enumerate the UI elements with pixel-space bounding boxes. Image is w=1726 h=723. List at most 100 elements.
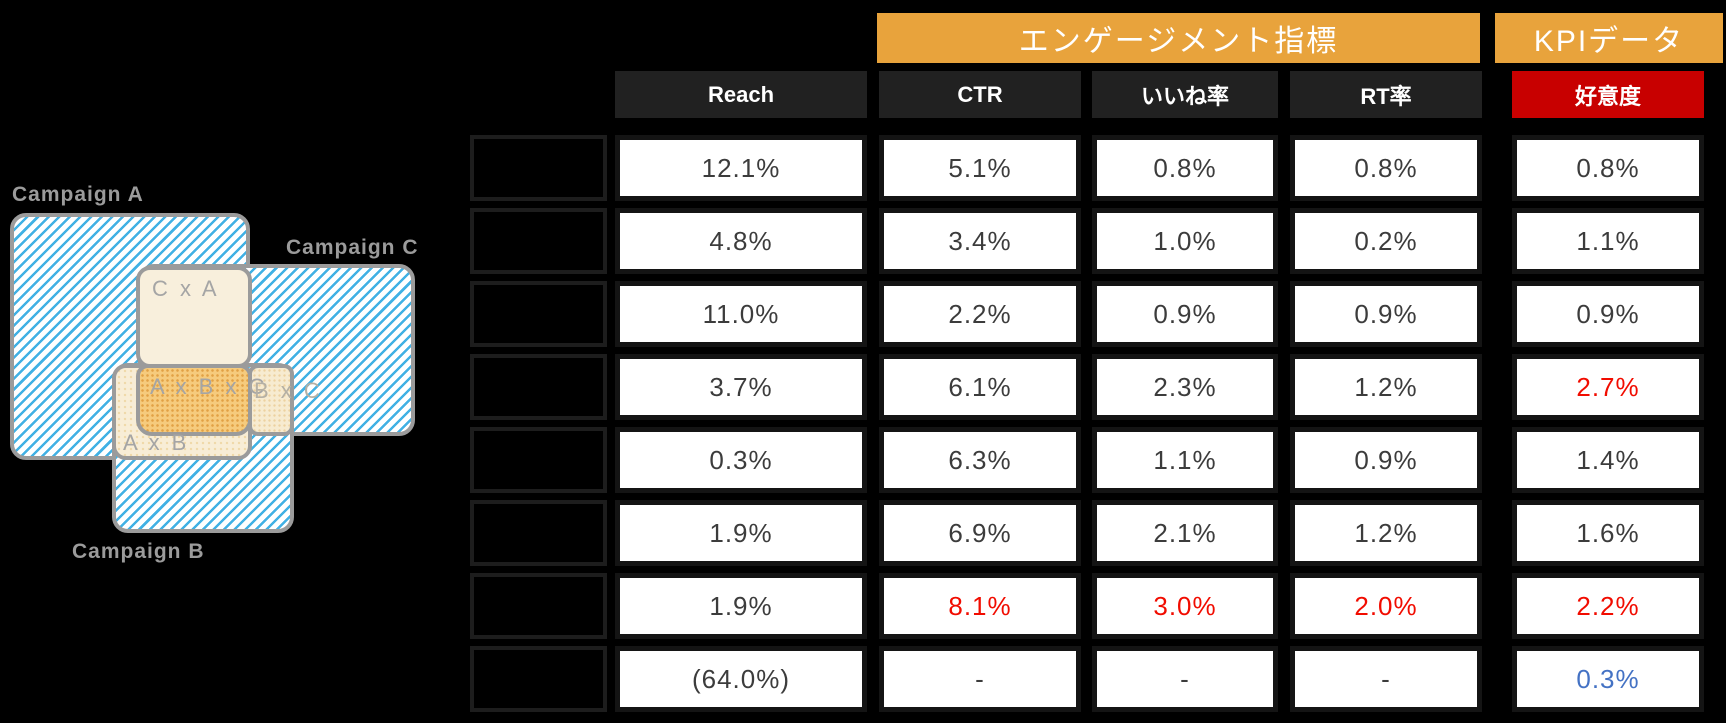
table-cell: 1.6%	[1512, 500, 1704, 566]
column-header-ctr: CTR	[879, 71, 1081, 118]
venn-region-label-bc: B x C	[254, 378, 323, 403]
table-cell: 0.9%	[1092, 281, 1278, 347]
table-cell: 0.3%	[1512, 646, 1704, 712]
table-cell: -	[879, 646, 1081, 712]
kpi-data-banner: KPIデータ	[1495, 13, 1723, 63]
cell-value: 3.4%	[948, 225, 1012, 256]
table-cell: 2.1%	[1092, 500, 1278, 566]
table-cell: 2.2%	[1512, 573, 1704, 639]
table-cell: 6.9%	[879, 500, 1081, 566]
cell-value: 2.2%	[1576, 590, 1640, 621]
cell-value: 0.3%	[1576, 663, 1640, 694]
cell-value: 1.0%	[1153, 225, 1217, 256]
cell-value: 12.1%	[701, 152, 781, 183]
row-label-box	[470, 354, 607, 420]
cell-value: 2.3%	[1153, 371, 1217, 402]
row-label-box	[470, 500, 607, 566]
venn-label-campaign-b: Campaign B	[72, 540, 205, 563]
table-cell: 1.2%	[1290, 500, 1482, 566]
cell-value: 1.4%	[1576, 444, 1640, 475]
cell-value: 2.2%	[948, 298, 1012, 329]
venn-label-campaign-c: Campaign C	[286, 236, 419, 259]
table-cell: 4.8%	[615, 208, 867, 274]
cell-value: (64.0%)	[691, 663, 791, 694]
column-header-rt-rate: RT率	[1290, 71, 1482, 118]
table-cell: 3.4%	[879, 208, 1081, 274]
cell-value: 0.8%	[1354, 152, 1418, 183]
cell-value: 1.6%	[1576, 517, 1640, 548]
venn-overlap-a-b-c	[136, 364, 252, 436]
table-cell: 1.4%	[1512, 427, 1704, 493]
cell-value: 11.0%	[702, 298, 780, 329]
row-label-box	[470, 427, 607, 493]
table-cell: 2.3%	[1092, 354, 1278, 420]
row-label-box	[470, 135, 607, 201]
cell-value: 2.7%	[1576, 371, 1640, 402]
column-header-reach: Reach	[615, 71, 867, 118]
cell-value: 1.1%	[1576, 225, 1640, 256]
table-cell: 6.1%	[879, 354, 1081, 420]
table-cell: 3.7%	[615, 354, 867, 420]
venn-region-label-ab: A x B	[123, 430, 190, 455]
cell-value: 6.9%	[948, 517, 1012, 548]
table-cell: 2.2%	[879, 281, 1081, 347]
table-cell: 0.9%	[1290, 427, 1482, 493]
table-cell: 6.3%	[879, 427, 1081, 493]
row-label-box	[470, 646, 607, 712]
table-cell: 1.9%	[615, 500, 867, 566]
venn-overlap-b-c	[248, 364, 294, 436]
table-cell: -	[1290, 646, 1482, 712]
cell-value: 0.2%	[1354, 225, 1418, 256]
cell-value: -	[1180, 663, 1190, 694]
cell-value: 5.1%	[948, 152, 1012, 183]
table-cell: -	[1092, 646, 1278, 712]
cell-value: -	[975, 663, 985, 694]
table-cell: (64.0%)	[615, 646, 867, 712]
table-cell: 0.9%	[1290, 281, 1482, 347]
cell-value: 0.9%	[1576, 298, 1640, 329]
cell-value: 2.1%	[1153, 517, 1217, 548]
cell-value: -	[1381, 663, 1391, 694]
table-cell: 11.0%	[615, 281, 867, 347]
cell-value: 0.8%	[1153, 152, 1217, 183]
table-cell: 2.7%	[1512, 354, 1704, 420]
cell-value: 8.1%	[948, 590, 1012, 621]
cell-value: 1.9%	[709, 517, 773, 548]
table-cell: 1.1%	[1512, 208, 1704, 274]
row-label-box	[470, 281, 607, 347]
table-cell: 1.0%	[1092, 208, 1278, 274]
cell-value: 3.7%	[709, 371, 773, 402]
cell-value: 6.3%	[948, 444, 1012, 475]
table-cell: 0.8%	[1290, 135, 1482, 201]
engagement-metrics-banner: エンゲージメント指標	[877, 13, 1480, 63]
cell-value: 1.9%	[709, 590, 773, 621]
table-cell: 0.8%	[1092, 135, 1278, 201]
venn-region-label-abc: A x B x C	[150, 374, 268, 399]
table-cell: 0.2%	[1290, 208, 1482, 274]
table-cell: 2.0%	[1290, 573, 1482, 639]
cell-value: 0.3%	[709, 444, 773, 475]
cell-value: 0.9%	[1354, 298, 1418, 329]
table-cell: 5.1%	[879, 135, 1081, 201]
cell-value: 1.2%	[1354, 371, 1418, 402]
table-cell: 1.2%	[1290, 354, 1482, 420]
table-cell: 8.1%	[879, 573, 1081, 639]
column-header-like-rate: いいね率	[1092, 71, 1278, 118]
cell-value: 6.1%	[948, 371, 1012, 402]
cell-value: 4.8%	[709, 225, 773, 256]
row-label-box	[470, 208, 607, 274]
cell-value: 0.9%	[1354, 444, 1418, 475]
column-header-favorability: 好意度	[1512, 71, 1704, 118]
cell-value: 1.1%	[1153, 444, 1217, 475]
table-cell: 3.0%	[1092, 573, 1278, 639]
venn-region-label-ca: C x A	[152, 276, 220, 301]
table-cell: 1.9%	[615, 573, 867, 639]
table-cell: 12.1%	[615, 135, 867, 201]
cell-value: 0.9%	[1153, 298, 1217, 329]
table-cell: 0.9%	[1512, 281, 1704, 347]
table-cell: 0.8%	[1512, 135, 1704, 201]
table-cell: 1.1%	[1092, 427, 1278, 493]
cell-value: 2.0%	[1354, 590, 1418, 621]
cell-value: 1.2%	[1354, 517, 1418, 548]
